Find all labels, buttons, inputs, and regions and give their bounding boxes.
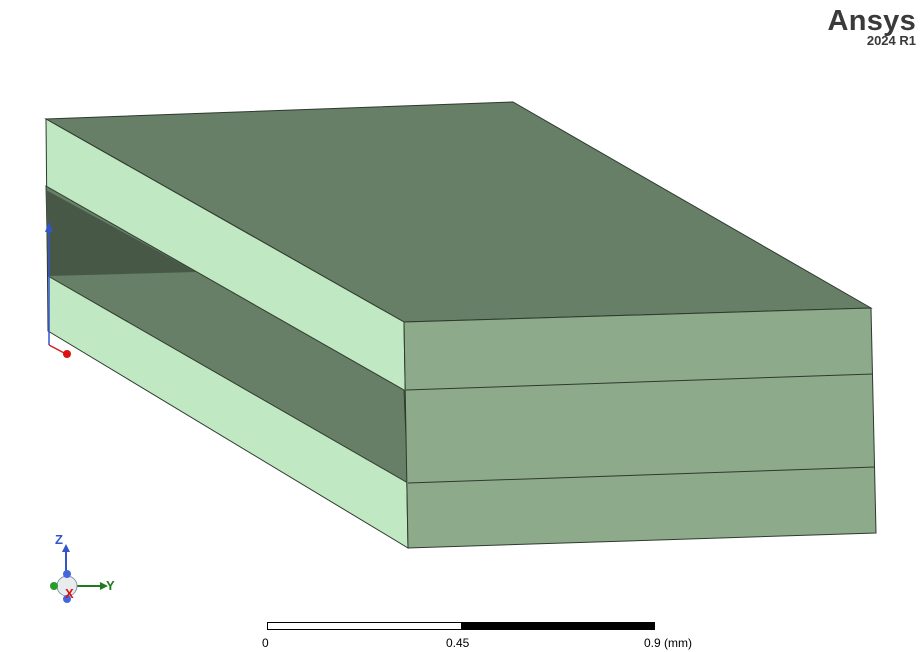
- origin-point: [63, 350, 71, 358]
- middle-layer-shadow: [46, 190, 196, 276]
- origin-x-axis: [48, 344, 67, 355]
- triad-y-label: Y: [106, 578, 115, 593]
- brand-version: 2024 R1: [866, 33, 916, 48]
- origin-z-arrow: [45, 222, 53, 232]
- triad-x-label: X: [65, 586, 74, 601]
- scale-label-mid: 0.45: [446, 636, 470, 650]
- scale-label-right: 0.9 (mm): [644, 636, 692, 650]
- axis-triad[interactable]: Z X Y: [40, 530, 130, 610]
- layer-line-1: [405, 373, 874, 391]
- scale-bar: 0 0.45 0.9 (mm): [262, 621, 722, 651]
- triad-graphic: [50, 544, 108, 603]
- scale-segment-light: [267, 622, 462, 630]
- scale-segment-dark: [461, 622, 655, 630]
- triad-z-label: Z: [55, 532, 63, 547]
- brand-name: Ansys: [827, 5, 916, 37]
- layer-line-2: [407, 466, 876, 484]
- front-face[interactable]: [403, 307, 877, 549]
- scale-label-left: 0: [262, 636, 269, 650]
- ansys-logo: Ansys 2024 R1: [827, 6, 916, 48]
